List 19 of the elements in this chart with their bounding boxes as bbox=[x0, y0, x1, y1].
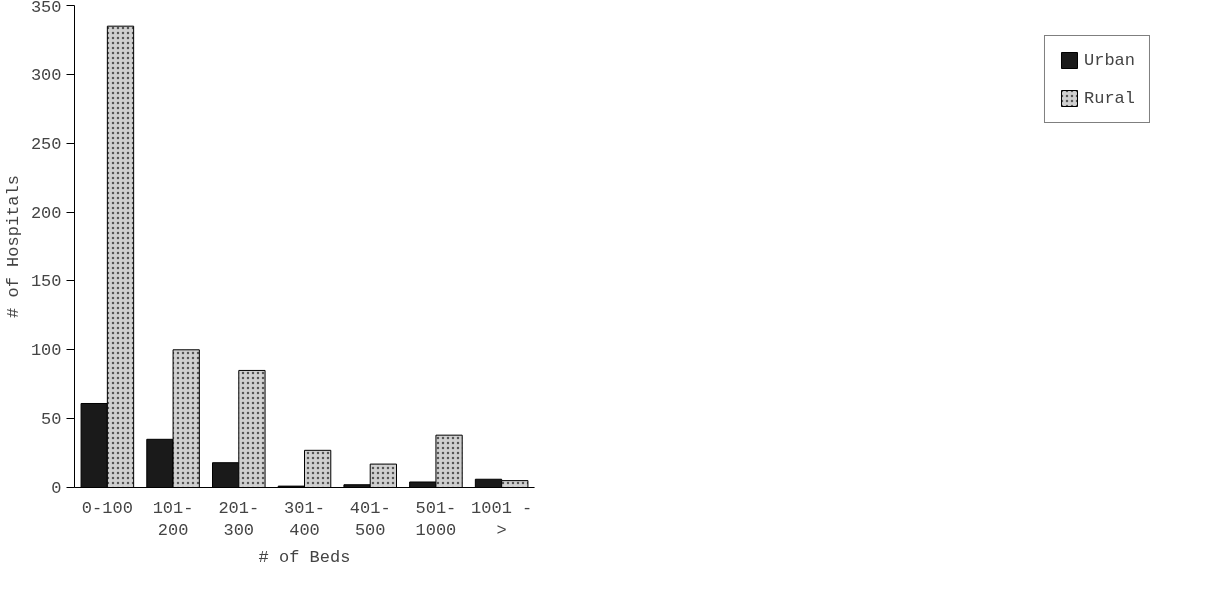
y-tick-label: 150 bbox=[30, 272, 62, 292]
x-tick-label: 501- 1000 bbox=[415, 498, 457, 541]
y-tick-label: 300 bbox=[30, 65, 62, 85]
x-tick-label: 1001 - > bbox=[471, 498, 533, 541]
x-tick-label: 201- 300 bbox=[218, 498, 260, 541]
y-axis-title: # of Hospitals bbox=[3, 175, 23, 318]
legend-label: Urban bbox=[1083, 50, 1135, 70]
y-tick-label: 350 bbox=[30, 0, 62, 17]
x-tick-label: 401- 500 bbox=[349, 498, 391, 541]
y-tick-label: 0 bbox=[51, 479, 62, 498]
y-tick-label: 200 bbox=[30, 203, 62, 223]
x-tick-label: 101- 200 bbox=[152, 498, 194, 541]
x-axis-title: # of Beds bbox=[258, 548, 351, 568]
y-tick-label: 50 bbox=[41, 410, 62, 430]
y-tick-label: 100 bbox=[30, 341, 62, 361]
y-tick-label: 250 bbox=[30, 134, 62, 154]
x-tick-label: 0-100 bbox=[81, 498, 133, 518]
x-tick-label: 301- 400 bbox=[284, 498, 325, 541]
legend-label: Rural bbox=[1083, 88, 1135, 108]
